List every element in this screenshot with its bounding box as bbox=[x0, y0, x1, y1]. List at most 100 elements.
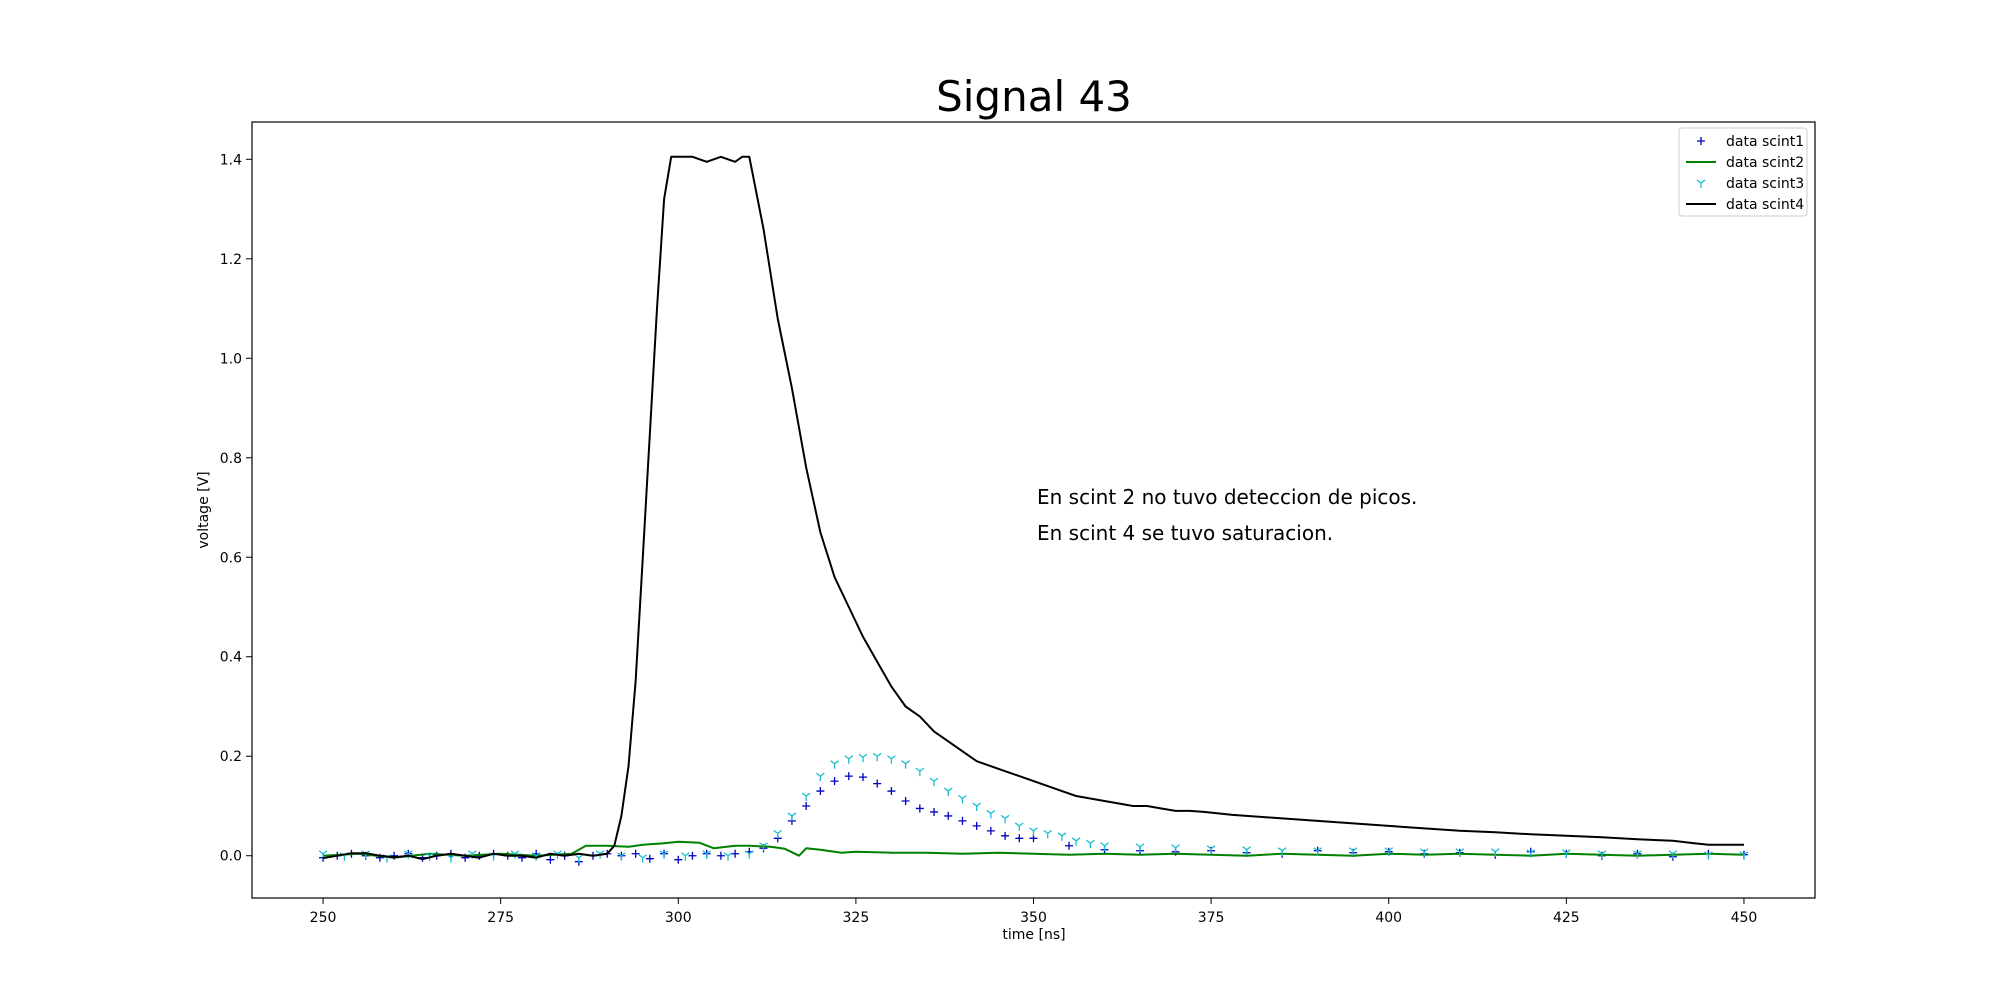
y-tick-label: 1.4 bbox=[220, 152, 242, 168]
data-point bbox=[887, 755, 896, 764]
data-point bbox=[830, 760, 839, 769]
data-point bbox=[986, 826, 995, 835]
y-tick-label: 1.2 bbox=[220, 252, 242, 268]
x-tick-label: 350 bbox=[1020, 910, 1047, 926]
data-point bbox=[1455, 848, 1465, 857]
data-point bbox=[872, 752, 882, 762]
data-point bbox=[1739, 851, 1749, 860]
data-point bbox=[858, 773, 867, 782]
data-point bbox=[1100, 842, 1109, 851]
plot-area bbox=[318, 155, 1749, 866]
x-tick-label: 450 bbox=[1731, 910, 1758, 926]
data-point bbox=[972, 802, 982, 811]
data-point bbox=[930, 807, 939, 816]
data-point bbox=[944, 811, 953, 820]
data-point bbox=[446, 854, 456, 863]
data-point bbox=[716, 851, 725, 860]
y-tick-label: 0.8 bbox=[220, 451, 242, 467]
data-point bbox=[787, 812, 797, 821]
data-point bbox=[617, 852, 626, 861]
x-tick-label: 300 bbox=[665, 910, 692, 926]
data-point bbox=[674, 855, 683, 864]
x-tick-label: 325 bbox=[843, 910, 870, 926]
data-point bbox=[801, 792, 811, 802]
data-point bbox=[773, 829, 783, 839]
y-tick-label: 0.0 bbox=[220, 849, 242, 865]
data-point bbox=[546, 855, 555, 864]
x-axis: 250 275 300 325 350 375 400 425 450 bbox=[310, 898, 1758, 926]
data-point bbox=[943, 787, 953, 797]
y-axis-label: voltage [V] bbox=[196, 471, 212, 548]
data-point bbox=[1029, 827, 1038, 836]
data-point bbox=[631, 849, 640, 858]
data-point bbox=[1206, 845, 1216, 854]
data-point bbox=[731, 849, 740, 858]
data-point bbox=[702, 850, 712, 859]
series-line-data-scint2 bbox=[322, 840, 1745, 859]
x-axis-label: time [ns] bbox=[1002, 927, 1065, 943]
data-point bbox=[887, 787, 896, 796]
data-point bbox=[1071, 837, 1081, 846]
data-point bbox=[1065, 841, 1074, 850]
data-point bbox=[1597, 850, 1607, 859]
legend-label: data scint2 bbox=[1726, 155, 1804, 171]
data-point bbox=[1668, 850, 1678, 859]
x-tick-label: 250 bbox=[310, 910, 337, 926]
data-point bbox=[915, 767, 925, 777]
data-point bbox=[901, 797, 910, 805]
data-point bbox=[1490, 848, 1500, 857]
data-point bbox=[915, 804, 924, 813]
data-point bbox=[816, 787, 825, 796]
data-point bbox=[688, 851, 697, 860]
legend-swatch bbox=[1696, 179, 1706, 188]
legend-label: data scint1 bbox=[1726, 134, 1804, 150]
series-data-scint2 bbox=[322, 840, 1745, 859]
data-point bbox=[1015, 834, 1024, 843]
data-point bbox=[1171, 844, 1180, 853]
data-point bbox=[802, 801, 811, 810]
data-point bbox=[659, 850, 669, 859]
data-point bbox=[645, 854, 654, 863]
data-point bbox=[723, 852, 733, 861]
data-point bbox=[1348, 847, 1358, 856]
data-point bbox=[1633, 850, 1642, 859]
data-point bbox=[1526, 849, 1536, 858]
series-data-scint3 bbox=[318, 752, 1749, 863]
data-point bbox=[986, 809, 996, 819]
data-point bbox=[1384, 847, 1394, 856]
data-point bbox=[873, 779, 882, 788]
series-data-scint4 bbox=[322, 155, 1744, 861]
x-tick-label: 425 bbox=[1553, 910, 1580, 926]
legend-label: data scint3 bbox=[1726, 176, 1804, 192]
data-point bbox=[759, 842, 768, 851]
data-point bbox=[1242, 846, 1252, 855]
x-tick-label: 275 bbox=[487, 910, 514, 926]
data-point bbox=[844, 755, 854, 764]
annotation-scint2: En scint 2 no tuvo deteccion de picos. bbox=[1037, 485, 1417, 509]
data-point bbox=[1277, 847, 1287, 856]
series-line-data-scint4 bbox=[322, 155, 1744, 861]
data-point bbox=[830, 777, 839, 786]
data-point bbox=[901, 760, 911, 769]
data-point bbox=[1313, 847, 1323, 856]
data-point bbox=[858, 753, 868, 763]
data-point bbox=[1135, 843, 1145, 852]
legend: data scint1 data scint2 data scint3 data sc… bbox=[1678, 127, 1808, 217]
y-tick-label: 0.2 bbox=[220, 749, 242, 765]
x-tick-label: 400 bbox=[1375, 910, 1402, 926]
data-point bbox=[958, 816, 967, 825]
data-point bbox=[1419, 848, 1429, 857]
data-point bbox=[638, 854, 648, 863]
chart-title: Signal 43 bbox=[936, 72, 1132, 121]
legend-label: data scint4 bbox=[1726, 197, 1804, 213]
data-point bbox=[972, 821, 981, 830]
legend-swatch bbox=[1697, 137, 1705, 145]
data-point bbox=[929, 777, 939, 787]
data-point bbox=[1085, 839, 1095, 849]
y-tick-label: 0.4 bbox=[220, 650, 242, 666]
data-point bbox=[1057, 832, 1067, 841]
annotation-scint4: En scint 4 se tuvo saturacion. bbox=[1037, 521, 1333, 545]
x-tick-label: 375 bbox=[1198, 910, 1225, 926]
